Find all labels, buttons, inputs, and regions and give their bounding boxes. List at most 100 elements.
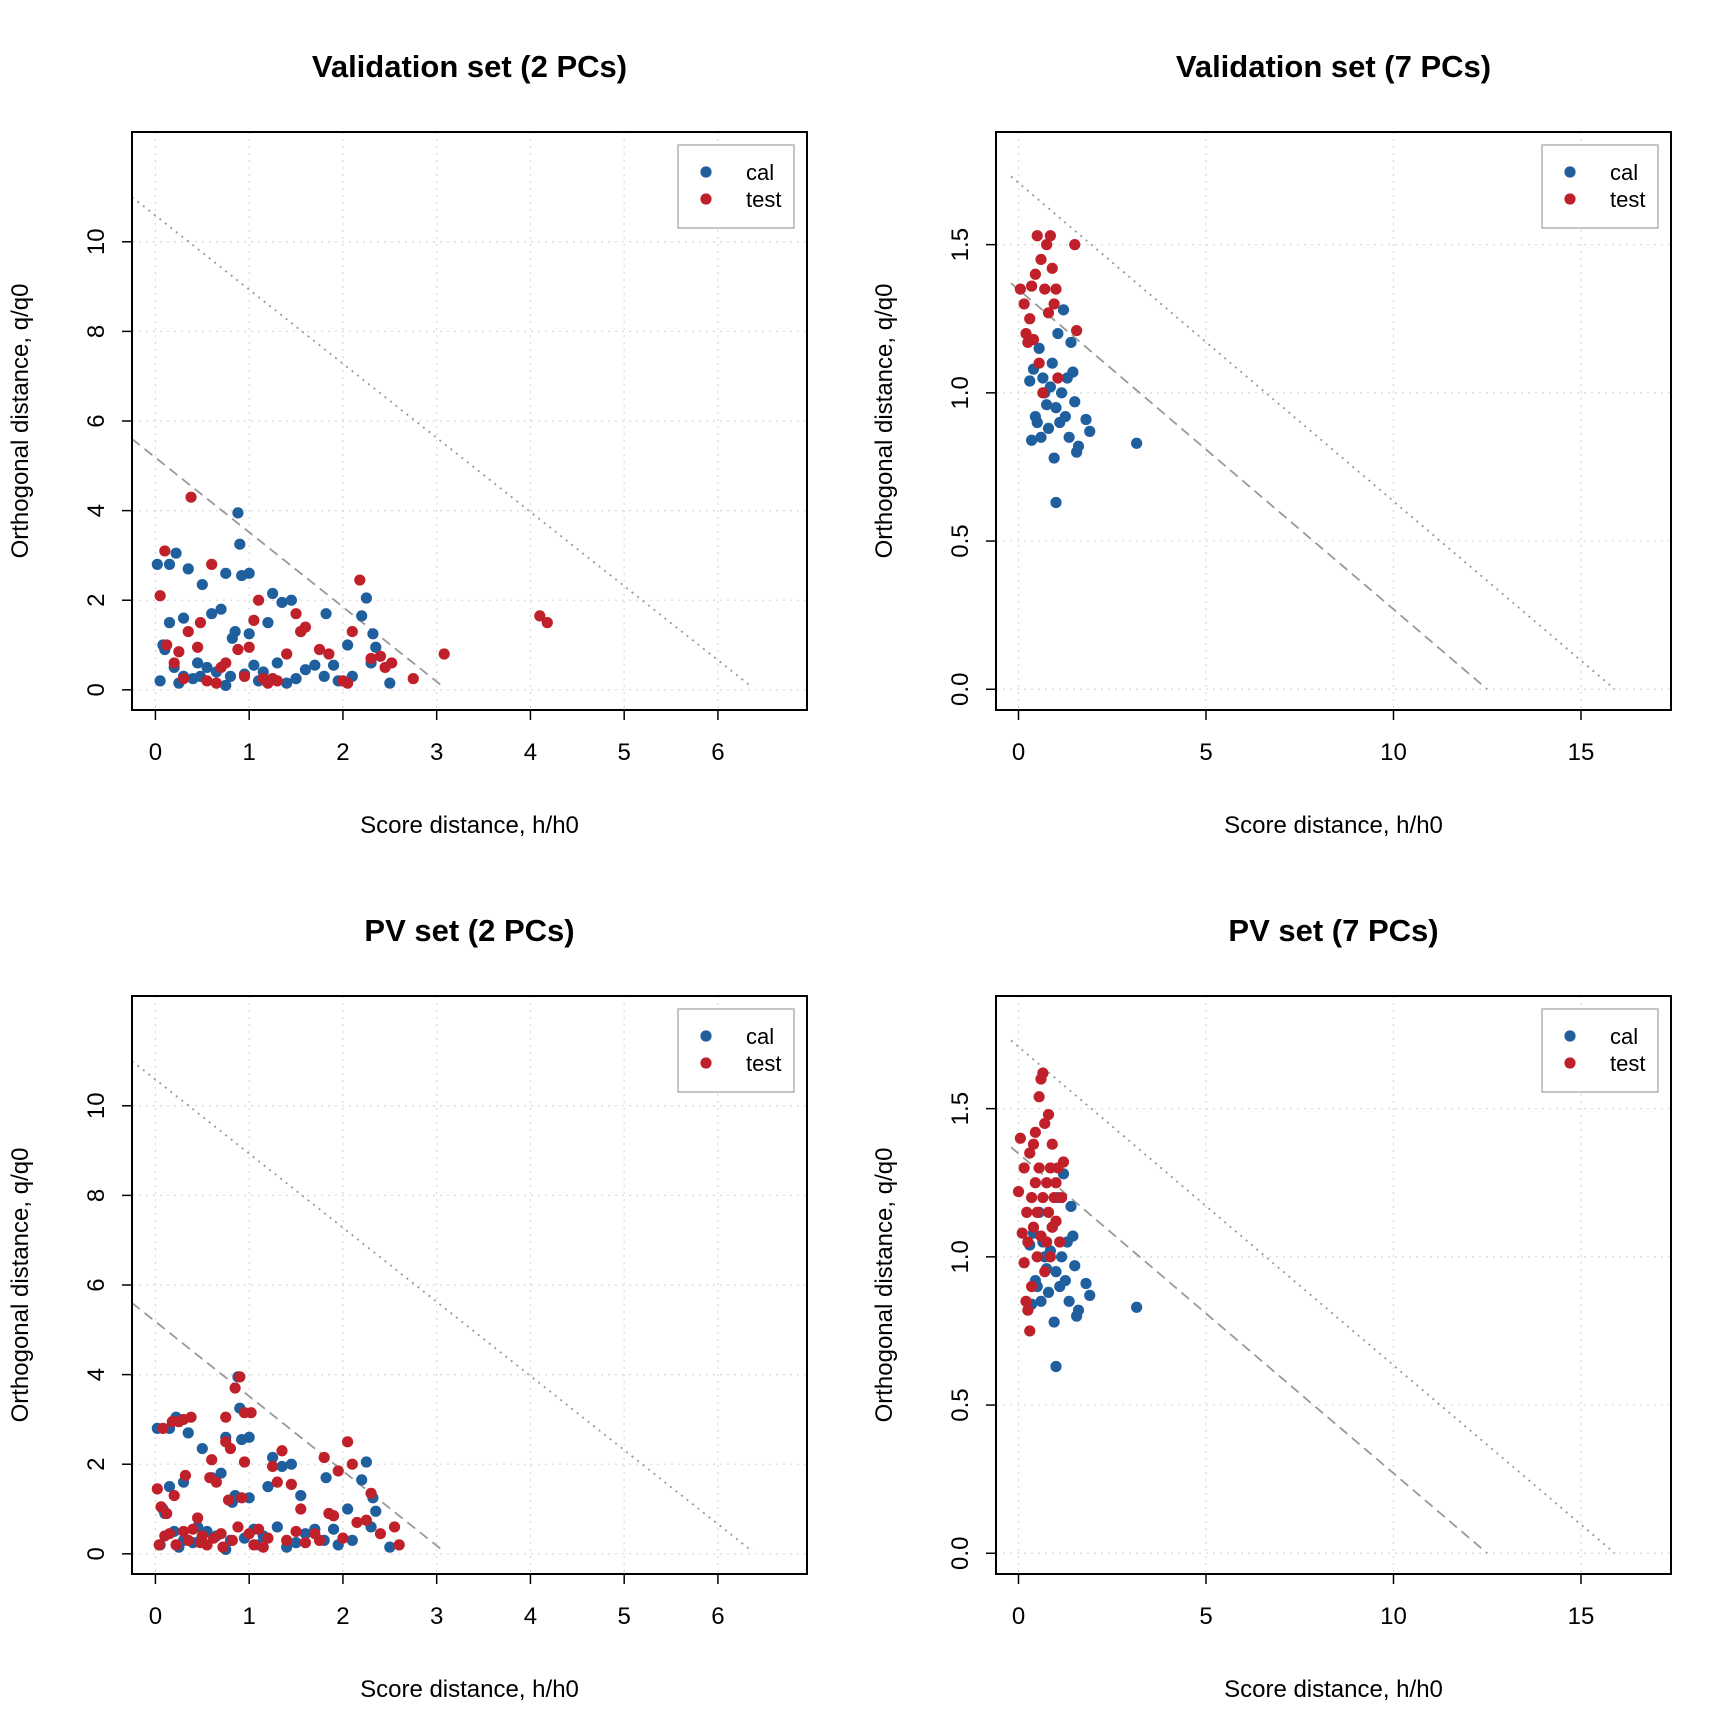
series-cal xyxy=(151,507,396,691)
point-cal xyxy=(367,628,379,640)
x-axis-label: Score distance, h/h0 xyxy=(1224,812,1443,839)
point-cal xyxy=(1131,437,1143,449)
point-cal xyxy=(1031,416,1043,429)
point-test xyxy=(360,1514,372,1526)
point-cal xyxy=(192,657,204,669)
point-test xyxy=(295,1503,307,1515)
point-test xyxy=(1041,239,1053,251)
point-cal xyxy=(1042,1286,1055,1299)
point-test xyxy=(153,1539,165,1551)
point-test xyxy=(163,1528,176,1540)
point-test xyxy=(342,677,354,689)
point-cal xyxy=(356,610,368,622)
point-test xyxy=(365,652,377,665)
x-tick-label: 0 xyxy=(1012,1603,1025,1630)
point-test xyxy=(252,1523,265,1535)
x-tick-label: 4 xyxy=(524,739,537,766)
point-cal xyxy=(285,594,297,606)
x-tick-label: 6 xyxy=(711,739,724,766)
point-cal xyxy=(154,675,166,687)
point-cal xyxy=(243,1431,255,1443)
point-test xyxy=(252,594,265,606)
point-test xyxy=(1031,1206,1043,1218)
point-test xyxy=(1014,1132,1026,1144)
point-cal xyxy=(1057,304,1070,316)
point-cal xyxy=(1037,372,1049,384)
point-test xyxy=(1056,1191,1068,1204)
point-cal xyxy=(285,1458,297,1470)
point-cal xyxy=(1059,410,1071,423)
point-test xyxy=(1037,1191,1049,1204)
point-cal xyxy=(163,1481,176,1493)
point-test xyxy=(285,1478,297,1490)
point-test xyxy=(271,675,283,687)
y-axis-label: Orthogonal distance, q/q0 xyxy=(7,1148,34,1423)
x-tick-label: 0 xyxy=(149,1603,162,1630)
point-test xyxy=(1050,1215,1062,1227)
series-test xyxy=(154,491,553,689)
point-cal xyxy=(1033,342,1045,354)
point-test xyxy=(1018,1257,1030,1269)
point-test xyxy=(177,673,190,685)
point-test xyxy=(313,643,326,656)
x-tick-label: 5 xyxy=(618,739,631,766)
x-axis-label: Score distance, h/h0 xyxy=(1224,1676,1443,1703)
legend-marker-test xyxy=(700,1057,712,1069)
point-test xyxy=(232,643,244,656)
point-test xyxy=(1024,1325,1036,1337)
point-test xyxy=(388,1521,401,1533)
point-cal xyxy=(384,677,396,689)
legend-marker-cal xyxy=(700,1030,712,1042)
point-cal xyxy=(318,670,330,682)
y-tick-label: 4 xyxy=(83,504,110,517)
y-tick-label: 0 xyxy=(83,683,110,696)
point-cal xyxy=(1050,1266,1062,1278)
point-cal xyxy=(215,1467,227,1479)
point-test xyxy=(157,1422,169,1434)
point-cal xyxy=(1050,402,1062,414)
point-test xyxy=(1033,1162,1045,1174)
point-test xyxy=(257,1541,269,1553)
legend-label-cal: cal xyxy=(1610,1024,1638,1049)
x-tick-label: 15 xyxy=(1568,739,1595,766)
point-test xyxy=(337,1532,349,1544)
point-test xyxy=(1042,1206,1055,1218)
x-tick-label: 10 xyxy=(1380,739,1407,766)
point-cal xyxy=(1050,496,1062,509)
point-test xyxy=(154,590,166,602)
point-cal xyxy=(232,507,244,519)
point-cal xyxy=(342,1503,354,1515)
point-test xyxy=(206,558,218,570)
point-test xyxy=(1046,262,1058,274)
chart-title: PV set (7 PCs) xyxy=(1228,913,1438,948)
x-tick-label: 5 xyxy=(618,1603,631,1630)
legend-marker-test xyxy=(1564,193,1576,205)
point-test xyxy=(1044,1251,1056,1263)
point-test xyxy=(222,1494,235,1506)
point-test xyxy=(173,646,185,658)
point-test xyxy=(1033,1091,1045,1103)
point-test xyxy=(346,625,358,638)
point-test xyxy=(281,648,293,660)
point-test xyxy=(271,1476,283,1488)
point-cal xyxy=(276,596,288,609)
scatter-chart: 0 5 10 15 0.0 0.5 1.0 1.5 PV set (7 PCs) Score di… xyxy=(871,913,1672,1703)
point-cal xyxy=(215,603,227,615)
limit-line-dashed xyxy=(131,438,445,689)
legend-marker-cal xyxy=(1564,166,1576,178)
point-cal xyxy=(220,679,232,691)
point-test xyxy=(210,1476,222,1488)
point-test xyxy=(1012,1186,1025,1198)
point-test xyxy=(1020,327,1032,340)
point-cal xyxy=(177,612,190,624)
point-cal xyxy=(360,592,372,604)
y-tick-label: 10 xyxy=(83,228,110,255)
point-cal xyxy=(151,558,163,570)
point-test xyxy=(374,1528,387,1540)
point-test xyxy=(1035,253,1047,266)
point-cal xyxy=(1056,1251,1068,1263)
point-test xyxy=(182,1534,194,1546)
point-cal xyxy=(1069,1260,1081,1272)
y-tick-label: 0.5 xyxy=(947,1388,974,1421)
